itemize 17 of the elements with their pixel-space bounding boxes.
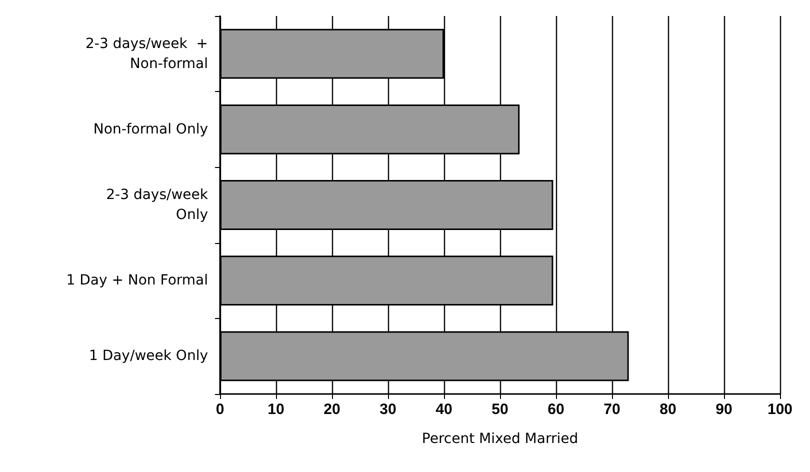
y-tick-label: 2-3 days/week Only xyxy=(106,187,209,223)
x-tick-label: 100 xyxy=(767,401,793,418)
x-tick-label: 20 xyxy=(324,401,340,418)
x-tick-label: 30 xyxy=(380,401,396,418)
x-tick-label: 70 xyxy=(604,401,620,418)
x-tick-label: 90 xyxy=(716,401,732,418)
x-tick-label: 50 xyxy=(492,401,508,418)
x-tick-label: 0 xyxy=(216,401,224,418)
y-tick-label: 2-3 days/week + Non-formal xyxy=(86,36,208,72)
x-tick-label: 80 xyxy=(660,401,676,418)
x-tick-label: 10 xyxy=(268,401,284,418)
y-tick-label: 1 Day + Non Formal xyxy=(66,272,208,289)
x-axis-title: Percent Mixed Married xyxy=(422,431,578,447)
y-tick-label: 1 Day/week Only xyxy=(88,348,208,364)
y-tick-label: Non-formal Only xyxy=(93,121,208,138)
x-tick-label: 60 xyxy=(548,401,564,418)
x-tick-label: 40 xyxy=(436,401,452,418)
